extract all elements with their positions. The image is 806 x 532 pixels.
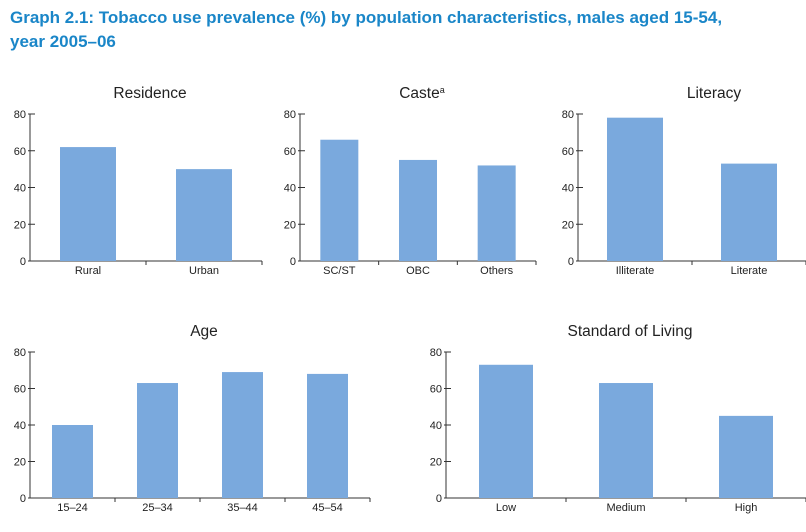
panel-1-bar-0	[320, 139, 359, 261]
panel-0-title: Residence	[113, 85, 186, 102]
panel-3-y-tick-label-60: 60	[14, 384, 26, 396]
panel-2-category-label-1: Literate	[731, 265, 768, 277]
panel-4-bar-0	[479, 364, 533, 498]
panel-2-title: Literacy	[687, 85, 742, 102]
panel-3-category-label-0: 15–24	[57, 502, 88, 514]
panel-2-category-label-0: Illiterate	[616, 265, 655, 277]
panel-4-y-tick-label-60: 60	[430, 384, 442, 396]
panel-0-category-label-0: Rural	[75, 265, 101, 277]
panel-4-bar-2	[719, 415, 773, 498]
panel-1-category-label-1: OBC	[406, 265, 430, 277]
panel-2-bar-1	[721, 163, 777, 261]
panel-3-bar-1	[137, 383, 178, 498]
panel-0-y-tick-label-80: 80	[14, 109, 26, 121]
panel-0-y-tick-label-20: 20	[14, 219, 26, 231]
panel-1-y-tick-label-60: 60	[284, 146, 296, 158]
panel-3-category-label-3: 45–54	[312, 502, 343, 514]
panel-4-y-tick-label-40: 40	[430, 420, 442, 432]
panel-0-y-tick-label-60: 60	[14, 146, 26, 158]
panel-1-y-tick-label-80: 80	[284, 109, 296, 121]
panel-1-bar-2	[477, 165, 516, 261]
panel-2-y-tick-label-0: 0	[568, 256, 574, 268]
panel-3-y-tick-label-0: 0	[20, 493, 26, 505]
panel-2-y-tick-label-40: 40	[562, 183, 574, 195]
panel-4-y-tick-label-80: 80	[430, 347, 442, 359]
panel-2-y-tick-label-60: 60	[562, 146, 574, 158]
panel-3-category-label-2: 35–44	[227, 502, 258, 514]
graph-title-line-2: year 2005–06	[10, 32, 116, 51]
graph-title-line-1: Graph 2.1: Tobacco use prevalence (%) by…	[10, 8, 723, 27]
panel-0-y-tick-label-40: 40	[14, 183, 26, 195]
panel-3-y-tick-label-80: 80	[14, 347, 26, 359]
panel-0-category-label-1: Urban	[189, 265, 219, 277]
panel-3-category-label-1: 25–34	[142, 502, 173, 514]
panel-0-bar-1	[176, 169, 232, 261]
panel-1-category-label-0: SC/ST	[323, 265, 356, 277]
panel-4-bar-1	[599, 383, 653, 498]
panel-3-bar-0	[52, 425, 93, 498]
panel-4-category-label-0: Low	[496, 502, 516, 514]
panel-3-y-tick-label-20: 20	[14, 457, 26, 469]
panel-3-y-tick-label-40: 40	[14, 420, 26, 432]
panel-2-y-tick-label-20: 20	[562, 219, 574, 231]
panel-4-y-tick-label-20: 20	[430, 457, 442, 469]
panel-1-y-tick-label-20: 20	[284, 219, 296, 231]
panel-1-y-tick-label-0: 0	[290, 256, 296, 268]
panel-3-bar-3	[307, 373, 348, 498]
panel-0-bar-0	[60, 147, 116, 261]
panel-1-title: Castea	[399, 85, 445, 102]
panel-1-bar-1	[399, 159, 437, 261]
panel-3-title: Age	[190, 323, 218, 340]
panel-3-bar-2	[222, 372, 263, 498]
panel-1-category-label-2: Others	[480, 265, 514, 277]
graph-title: Graph 2.1: Tobacco use prevalence (%) by…	[10, 6, 800, 54]
panel-1-y-tick-label-40: 40	[284, 183, 296, 195]
panel-2-y-tick-label-80: 80	[562, 109, 574, 121]
panel-4-title: Standard of Living	[568, 323, 693, 340]
panel-0-y-tick-label-0: 0	[20, 256, 26, 268]
panel-4-category-label-2: High	[735, 502, 758, 514]
panel-1-title-superscript: a	[440, 85, 445, 95]
panel-2-bar-0	[607, 117, 663, 261]
panel-4-category-label-1: Medium	[606, 502, 645, 514]
panel-4-y-tick-label-0: 0	[436, 493, 442, 505]
